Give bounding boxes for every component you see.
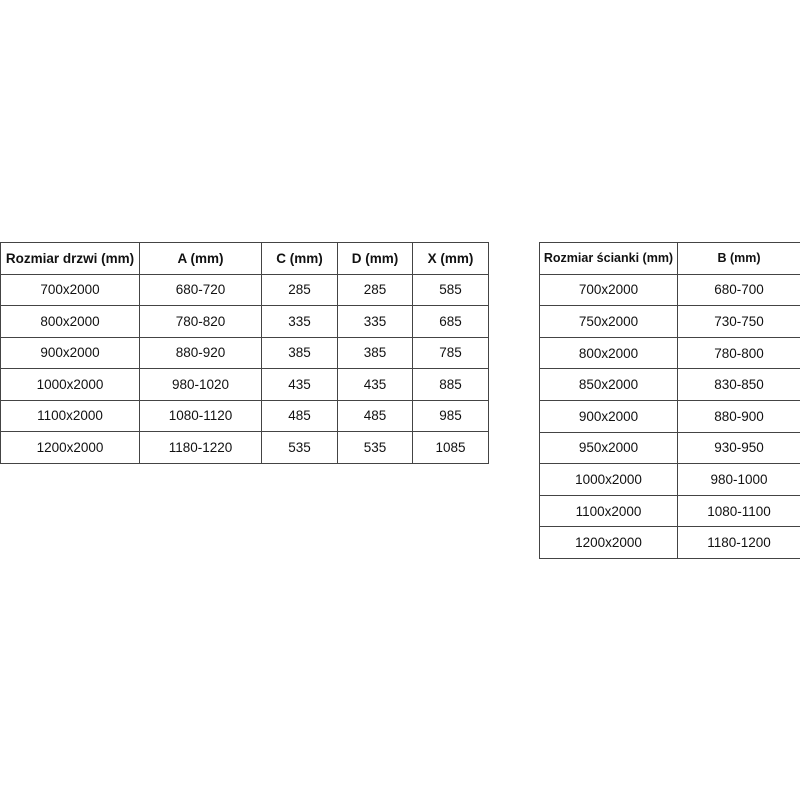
table-cell: 585 bbox=[412, 273, 489, 306]
table-row: 1200x2000 1180-1200 bbox=[539, 526, 800, 559]
table-cell: 785 bbox=[412, 336, 489, 369]
header-row: Rozmiar drzwi (mm) A (mm) C (mm) D (mm) X (m… bbox=[0, 242, 489, 275]
header-row: Rozmiar ścianki (mm) B (mm) bbox=[539, 242, 800, 275]
table-cell: 985 bbox=[412, 399, 489, 432]
table-cell: 1100x2000 bbox=[0, 399, 140, 432]
table-cell: 680-720 bbox=[139, 273, 262, 306]
table-cell: 385 bbox=[337, 336, 413, 369]
table-row: 850x2000 830-850 bbox=[539, 368, 800, 401]
table-cell: 780-800 bbox=[677, 336, 800, 370]
table-row: 1100x2000 1080-1100 bbox=[539, 494, 800, 528]
table-cell: 435 bbox=[337, 368, 413, 401]
table-cell: 980-1000 bbox=[677, 463, 800, 496]
table-cell: 900x2000 bbox=[539, 399, 678, 433]
table-cell: 830-850 bbox=[677, 368, 800, 401]
table-cell: 700x2000 bbox=[539, 273, 678, 307]
table-cell: 1200x2000 bbox=[539, 526, 678, 559]
table-cell: 285 bbox=[261, 273, 338, 306]
table-cell: 680-700 bbox=[677, 273, 800, 307]
table-row: 1200x2000 1180-1220 535 535 1085 bbox=[0, 431, 489, 464]
column-header: Rozmiar ścianki (mm) bbox=[539, 242, 678, 275]
table-cell: 385 bbox=[261, 336, 338, 369]
table-row: 750x2000 730-750 bbox=[539, 305, 800, 338]
table-row: 900x2000 880-900 bbox=[539, 399, 800, 433]
table-row: 1000x2000 980-1020 435 435 885 bbox=[0, 368, 489, 401]
table-cell: 1080-1100 bbox=[677, 494, 800, 528]
table-row: 950x2000 930-950 bbox=[539, 431, 800, 465]
column-header: B (mm) bbox=[677, 242, 800, 275]
table-cell: 285 bbox=[337, 273, 413, 306]
table-cell: 800x2000 bbox=[539, 336, 678, 370]
table-cell: 1180-1220 bbox=[139, 431, 262, 464]
table-cell: 685 bbox=[412, 305, 489, 338]
table-cell: 980-1020 bbox=[139, 368, 262, 401]
table-cell: 535 bbox=[337, 431, 413, 464]
table-cell: 880-920 bbox=[139, 336, 262, 369]
table-cell: 1000x2000 bbox=[0, 368, 140, 401]
table-cell: 485 bbox=[261, 399, 338, 432]
table-cell: 950x2000 bbox=[539, 431, 678, 465]
table-cell: 335 bbox=[261, 305, 338, 338]
column-header: Rozmiar drzwi (mm) bbox=[0, 242, 140, 275]
table-cell: 535 bbox=[261, 431, 338, 464]
table-row: 700x2000 680-700 bbox=[539, 273, 800, 307]
table-row: 1100x2000 1080-1120 485 485 985 bbox=[0, 399, 489, 432]
column-header: C (mm) bbox=[261, 242, 338, 275]
table-cell: 435 bbox=[261, 368, 338, 401]
wall-size-table: Rozmiar ścianki (mm) B (mm) 700x2000 680-7… bbox=[539, 242, 800, 559]
table-row: 1000x2000 980-1000 bbox=[539, 463, 800, 496]
table-cell: 930-950 bbox=[677, 431, 800, 465]
table-cell: 780-820 bbox=[139, 305, 262, 338]
table-cell: 485 bbox=[337, 399, 413, 432]
table-cell: 800x2000 bbox=[0, 305, 140, 338]
door-size-table: Rozmiar drzwi (mm) A (mm) C (mm) D (mm) X (m… bbox=[0, 242, 489, 464]
table-row: 900x2000 880-920 385 385 785 bbox=[0, 336, 489, 369]
table-cell: 900x2000 bbox=[0, 336, 140, 369]
column-header: X (mm) bbox=[412, 242, 489, 275]
column-header: A (mm) bbox=[139, 242, 262, 275]
table-cell: 335 bbox=[337, 305, 413, 338]
column-header: D (mm) bbox=[337, 242, 413, 275]
table-cell: 750x2000 bbox=[539, 305, 678, 338]
table-cell: 1085 bbox=[412, 431, 489, 464]
table-cell: 1080-1120 bbox=[139, 399, 262, 432]
table-cell: 850x2000 bbox=[539, 368, 678, 401]
table-cell: 700x2000 bbox=[0, 273, 140, 306]
table-cell: 1100x2000 bbox=[539, 494, 678, 528]
table-cell: 885 bbox=[412, 368, 489, 401]
table-cell: 1200x2000 bbox=[0, 431, 140, 464]
table-row: 800x2000 780-820 335 335 685 bbox=[0, 305, 489, 338]
table-cell: 730-750 bbox=[677, 305, 800, 338]
table-row: 700x2000 680-720 285 285 585 bbox=[0, 273, 489, 306]
table-cell: 880-900 bbox=[677, 399, 800, 433]
table-cell: 1180-1200 bbox=[677, 526, 800, 559]
table-cell: 1000x2000 bbox=[539, 463, 678, 496]
table-row: 800x2000 780-800 bbox=[539, 336, 800, 370]
